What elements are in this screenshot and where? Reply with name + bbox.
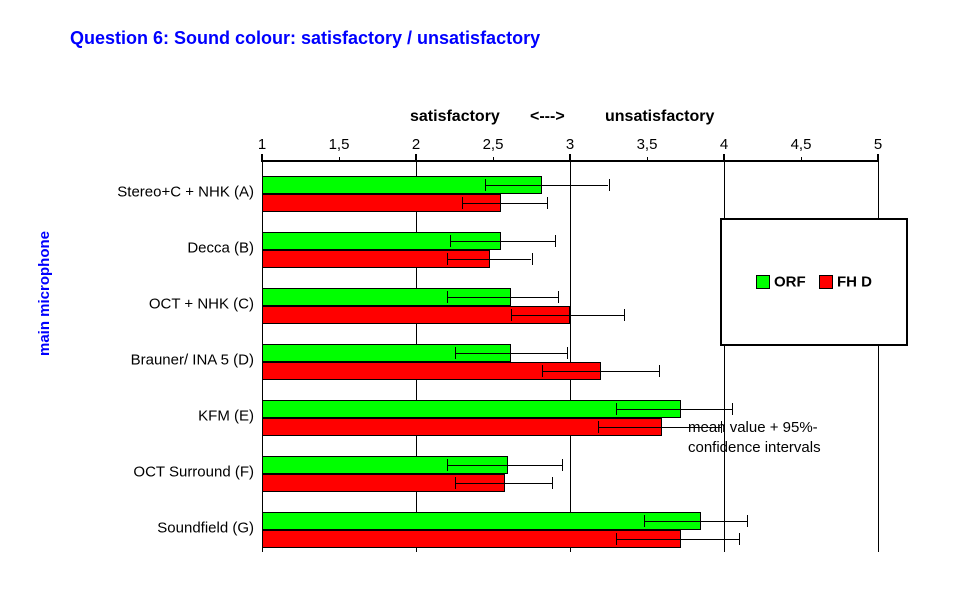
bar-orf [262, 512, 701, 530]
errorbar-cap [747, 515, 748, 527]
errorbar [462, 203, 547, 204]
errorbar [447, 465, 563, 466]
xtick-label: 4,5 [791, 136, 812, 153]
xtick-label: 2,5 [483, 136, 504, 153]
errorbar [644, 521, 747, 522]
axis-annotation-satisfactory: satisfactory [410, 108, 500, 126]
errorbar-cap [447, 291, 448, 303]
xtick-label: 2 [412, 136, 420, 153]
xtick-major [415, 154, 417, 162]
xtick-minor [647, 157, 648, 162]
chart-title: Question 6: Sound colour: satisfactory /… [70, 28, 540, 49]
xtick-major [723, 154, 725, 162]
errorbar-cap [447, 253, 448, 265]
legend-swatch [756, 275, 770, 289]
category-label: Soundfield (G) [0, 520, 254, 537]
errorbar-cap [552, 477, 553, 489]
errorbar-cap [447, 459, 448, 471]
errorbar-cap [455, 477, 456, 489]
category-label: Stereo+C + NHK (A) [0, 184, 254, 201]
confidence-note: mean value + 95%- confidence intervals [688, 418, 821, 457]
category-label: OCT Surround (F) [0, 464, 254, 481]
xtick-label: 3 [566, 136, 574, 153]
errorbar-cap [739, 533, 740, 545]
errorbar-cap [616, 533, 617, 545]
errorbar-cap [532, 253, 533, 265]
axis-annotation-unsatisfactory: unsatisfactory [605, 108, 714, 126]
legend-box: ORF FH D [720, 218, 908, 346]
errorbar-cap [542, 365, 543, 377]
errorbar [485, 185, 608, 186]
category-label: OCT + NHK (C) [0, 296, 254, 313]
errorbar-cap [624, 309, 625, 321]
xtick-minor [493, 157, 494, 162]
legend-row: ORF FH D [722, 273, 906, 291]
legend-label: ORF [774, 273, 806, 290]
legend-swatch [819, 275, 833, 289]
xtick-label: 1 [258, 136, 266, 153]
errorbar-cap [732, 403, 733, 415]
xtick-major [877, 154, 879, 162]
errorbar-cap [644, 515, 645, 527]
errorbar-cap [659, 365, 660, 377]
xtick-minor [801, 157, 802, 162]
errorbar [455, 483, 552, 484]
errorbar [447, 259, 532, 260]
category-label: Decca (B) [0, 240, 254, 257]
errorbar [447, 297, 558, 298]
errorbar-cap [558, 291, 559, 303]
errorbar-cap [555, 235, 556, 247]
errorbar-cap [485, 179, 486, 191]
category-label: Brauner/ INA 5 (D) [0, 352, 254, 369]
xtick-label: 1,5 [329, 136, 350, 153]
gridline [570, 162, 571, 552]
xtick-minor [339, 157, 340, 162]
errorbar [511, 315, 623, 316]
xtick-major [261, 154, 263, 162]
errorbar [455, 353, 567, 354]
xtick-label: 3,5 [637, 136, 658, 153]
errorbar-cap [567, 347, 568, 359]
errorbar-cap [616, 403, 617, 415]
errorbar [450, 241, 555, 242]
errorbar-cap [598, 421, 599, 433]
errorbar-cap [547, 197, 548, 209]
errorbar-cap [450, 235, 451, 247]
errorbar-cap [562, 459, 563, 471]
axis-annotation-arrows: <---> [530, 108, 565, 126]
errorbar-cap [462, 197, 463, 209]
errorbar [542, 371, 659, 372]
errorbar-cap [511, 309, 512, 321]
errorbar [616, 409, 732, 410]
errorbar-cap [609, 179, 610, 191]
errorbar-cap [455, 347, 456, 359]
legend-label: FH D [837, 273, 872, 290]
errorbar [616, 539, 739, 540]
xtick-label: 4 [720, 136, 728, 153]
category-label: KFM (E) [0, 408, 254, 425]
xtick-label: 5 [874, 136, 882, 153]
xtick-major [569, 154, 571, 162]
